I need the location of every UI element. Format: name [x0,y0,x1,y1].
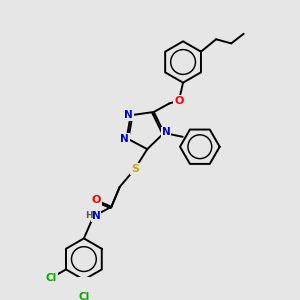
Text: Cl: Cl [78,292,89,300]
Text: O: O [92,195,101,206]
Text: N: N [124,110,133,120]
Text: S: S [131,164,139,174]
Text: Cl: Cl [46,273,57,283]
Text: O: O [174,96,184,106]
Text: N: N [162,128,171,137]
Text: N: N [120,134,129,144]
Text: H: H [85,211,92,220]
Text: N: N [92,212,101,221]
